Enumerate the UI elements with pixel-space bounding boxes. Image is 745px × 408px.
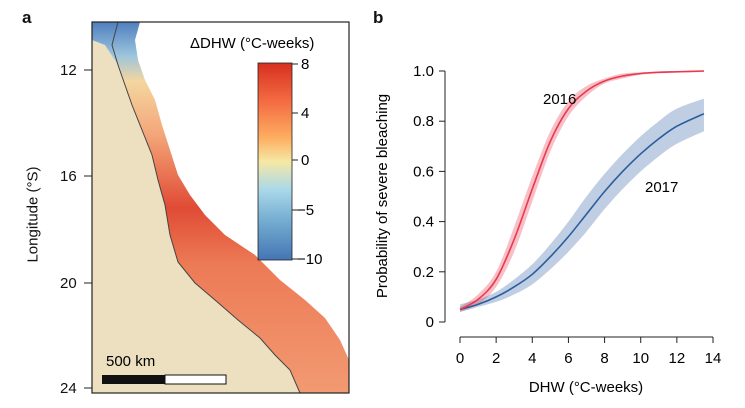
x-tick-label: 0: [456, 350, 464, 367]
x-tick-label: 2: [492, 350, 500, 367]
colorbar-tick: −10: [297, 251, 322, 268]
coastline: [111, 22, 301, 393]
x-tick-label: 10: [632, 350, 649, 367]
x-tick-label: 4: [528, 350, 536, 367]
x-tick-label: 6: [564, 350, 572, 367]
scale-bar-white: [164, 374, 227, 385]
y-tick-label: 0: [426, 314, 434, 331]
y-tick-label: 1.0: [413, 63, 434, 80]
chart-x-axis-title: DHW (°C-weeks): [529, 379, 643, 396]
colorbar-tick: 8: [301, 56, 309, 73]
reef-dhw-band: [92, 22, 349, 393]
series-line-2017: [459, 112, 705, 311]
series-label-2017: 2017: [645, 179, 678, 196]
y-tick-label: 0.2: [413, 264, 434, 281]
y-tick-label: 0.8: [413, 113, 434, 130]
x-tick-label: 8: [600, 350, 608, 367]
y-tick-label: 0.6: [413, 163, 434, 180]
scale-bar-black: [102, 375, 165, 384]
map-y-tick: 16: [60, 168, 77, 185]
colorbar-tick: 0: [301, 152, 309, 169]
series-line-2016: [459, 70, 704, 311]
map-y-tick: 24: [60, 380, 77, 397]
panel-b-letter: b: [373, 8, 384, 27]
colorbar-tick: −5: [297, 202, 314, 219]
map-y-tick: 20: [60, 275, 77, 292]
colorbar-title: ΔDHW (°C-weeks): [190, 35, 314, 52]
x-tick-label: 12: [669, 350, 686, 367]
map-frame: [91, 21, 350, 394]
x-tick-label: 14: [705, 350, 722, 367]
chart-y-axis-title: Probability of severe bleaching: [374, 94, 391, 298]
panel-a-letter: a: [22, 8, 32, 27]
scale-bar-label: 500 km: [106, 353, 155, 370]
series-label-2016: 2016: [543, 91, 576, 108]
y-tick-label: 0.4: [413, 214, 434, 231]
colorbar-tick: 4: [301, 105, 309, 122]
map-y-tick: 12: [60, 62, 77, 79]
colorbar: [257, 62, 293, 261]
